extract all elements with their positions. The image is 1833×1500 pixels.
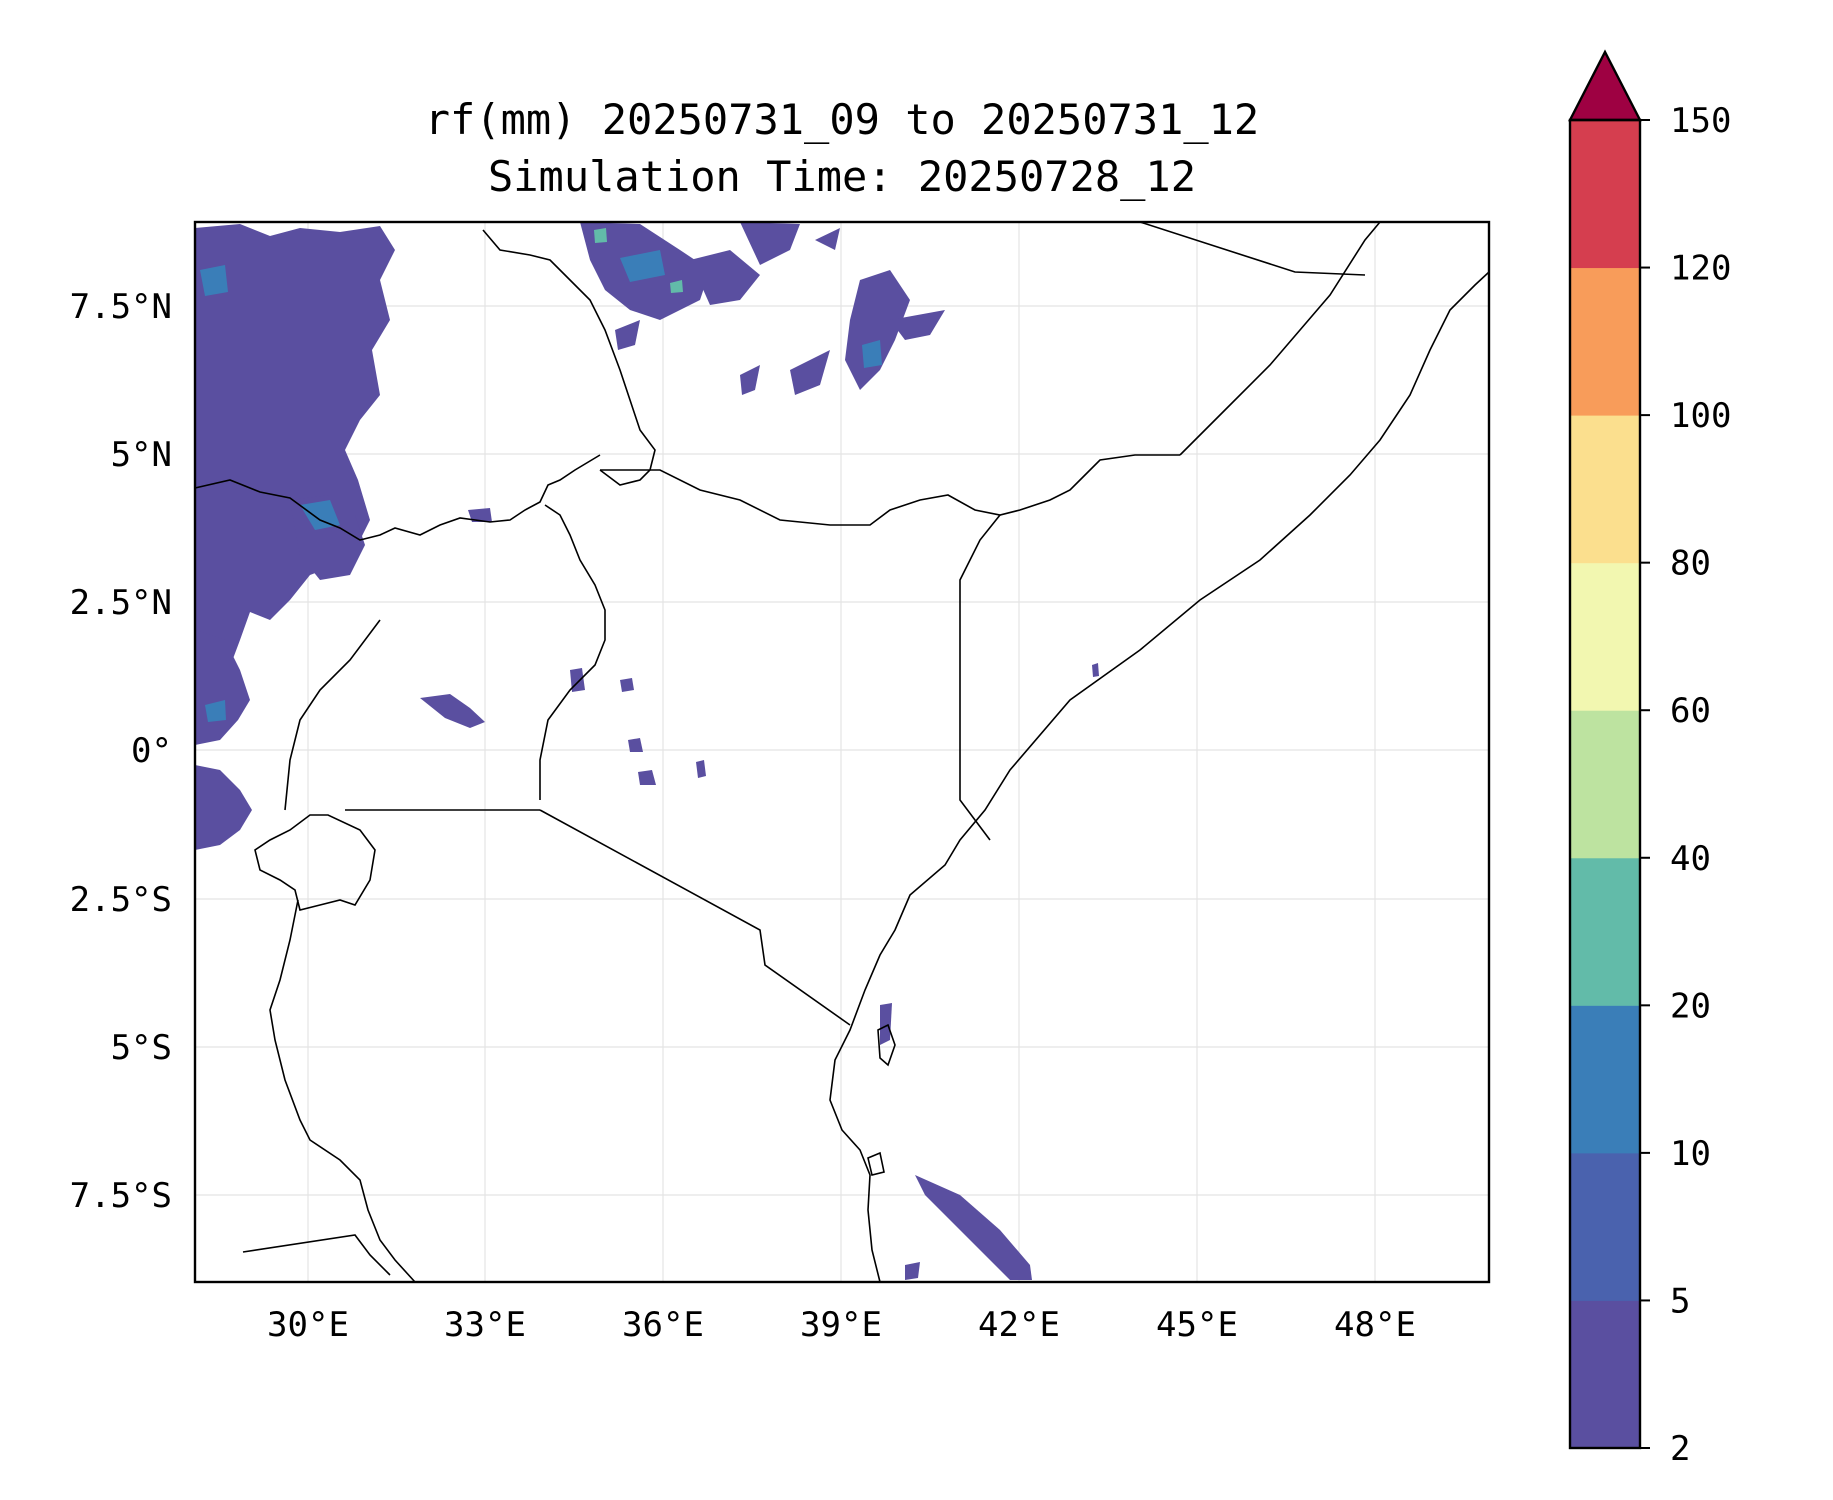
rain-area-ocean-streak (915, 1175, 1032, 1280)
lat-tick-label: 2.5°S (70, 880, 172, 920)
lat-tick-label: 7.5°N (70, 287, 172, 327)
rain-area-lake-victoria (420, 694, 485, 728)
border-south-sudan-ethiopia (482, 229, 656, 486)
lat-tick-label: 5°N (111, 435, 172, 475)
rain-area-zanzibar (880, 1003, 892, 1045)
lat-tick-label: 5°S (111, 1028, 172, 1068)
rain-area-ethiopia-g (615, 320, 640, 350)
rain-area-kenya-b (628, 738, 643, 752)
colorbar-tick-label: 80 (1670, 544, 1711, 584)
colorbar-segment (1570, 562, 1640, 711)
coastline-somalia-kenya-tanzania (829, 271, 1490, 1283)
colorbar-tick-label: 150 (1670, 101, 1731, 141)
lon-tick-label: 42°E (978, 1305, 1060, 1345)
lat-tick-labels: 7.5°N 5°N 2.5°N 0° 2.5°S 5°S 7.5°S (70, 287, 172, 1216)
rain-area-kenya-d (696, 760, 706, 778)
rain-area-moderate-a (200, 265, 228, 296)
rain-area-ethiopia-b (690, 250, 760, 305)
border-tanzania-drc (269, 899, 416, 1283)
colorbar-tick-label: 20 (1670, 986, 1711, 1026)
rain-area-south-sudan-b (468, 508, 492, 522)
rain-area-moderate-d (862, 340, 882, 368)
map-background (195, 222, 1489, 1282)
rain-area-ethiopia-d (845, 270, 910, 390)
rain-area-kenya-c (638, 770, 656, 785)
rain-area-ethiopia-e (890, 310, 945, 340)
border-tanzania-zambia (242, 1234, 391, 1276)
colorbar-tick-label: 120 (1670, 249, 1731, 289)
colorbar-segment (1570, 1300, 1640, 1449)
colorbar-outline (1568, 118, 1642, 1450)
rain-area-ethiopia-i (815, 228, 840, 250)
colorbar-tick-label: 5 (1670, 1281, 1690, 1321)
colorbar-tick-label: 40 (1670, 839, 1711, 879)
lat-tick-label: 2.5°N (70, 583, 172, 623)
border-ethiopia-somalia (1179, 221, 1381, 456)
colorbar-segment (1570, 120, 1640, 269)
colorbar-segment (1570, 1005, 1640, 1154)
border-ethiopia-kenya (600, 454, 1180, 526)
lon-tick-label: 39°E (800, 1305, 882, 1345)
colorbar-segment (1570, 710, 1640, 859)
coastline-mafia (867, 1151, 885, 1176)
rain-area-ethiopia-h (740, 365, 760, 395)
colorbar-segment (1570, 415, 1640, 564)
border-uganda-west (284, 619, 381, 811)
rain-area-high-b (670, 280, 683, 293)
rain-area-ethiopia-c (740, 222, 800, 265)
rain-area-moderate-b (300, 500, 340, 530)
rain-area-west-low (195, 765, 252, 850)
border-kenya-tanzania (539, 809, 851, 1026)
colorbar-segment (1570, 1152, 1640, 1301)
lon-tick-label: 45°E (1156, 1305, 1238, 1345)
lon-tick-label: 48°E (1334, 1305, 1416, 1345)
colorbar-tick-label: 2 (1670, 1429, 1690, 1469)
rain-area-moderate-e (205, 700, 226, 722)
border-south-sudan-uganda (194, 454, 601, 541)
colorbar-segment (1570, 267, 1640, 416)
rain-area-high-a (594, 228, 607, 243)
colorbar-segment (1570, 857, 1640, 1006)
map-title-line2: Simulation Time: 20250728_12 (487, 152, 1196, 201)
colorbar-tick-label: 100 (1670, 396, 1731, 436)
lon-tick-labels: 30°E 33°E 36°E 39°E 42°E 45°E 48°E (267, 1305, 1416, 1345)
border-kenya-somalia (959, 514, 1001, 841)
lon-tick-label: 33°E (444, 1305, 526, 1345)
colorbar-extend-arrow (1568, 49, 1642, 122)
rainfall-areas-moderate (200, 250, 882, 722)
map-frame (193, 220, 1491, 1284)
lat-tick-label: 0° (131, 731, 172, 771)
border-uganda-kenya (539, 504, 606, 800)
rain-area-moderate-c (620, 250, 665, 282)
rain-area-ocean-dots (905, 1262, 920, 1280)
lat-tick-label: 7.5°S (70, 1176, 172, 1216)
colorbar (1568, 49, 1642, 1450)
rainfall-areas-high (594, 228, 683, 293)
border-ethiopia-north (1139, 221, 1366, 276)
lon-tick-label: 36°E (622, 1305, 704, 1345)
country-borders (194, 221, 1381, 1283)
colorbar-tick-label: 60 (1670, 691, 1711, 731)
rain-area-northwest (195, 224, 395, 710)
rain-area-kenya-a (620, 678, 634, 692)
map-title-line1: rf(mm) 20250731_09 to 20250731_12 (424, 95, 1260, 144)
lon-tick-label: 30°E (267, 1305, 349, 1345)
coastlines (829, 271, 1490, 1283)
coastline-zanzibar (877, 1023, 896, 1067)
colorbar-tick-labels: 2 5 10 20 40 60 80 100 120 150 (1640, 101, 1731, 1469)
rain-area-somalia (1092, 663, 1099, 677)
rain-area-ethiopia-f (790, 350, 830, 395)
colorbar-tick-label: 10 (1670, 1134, 1711, 1174)
